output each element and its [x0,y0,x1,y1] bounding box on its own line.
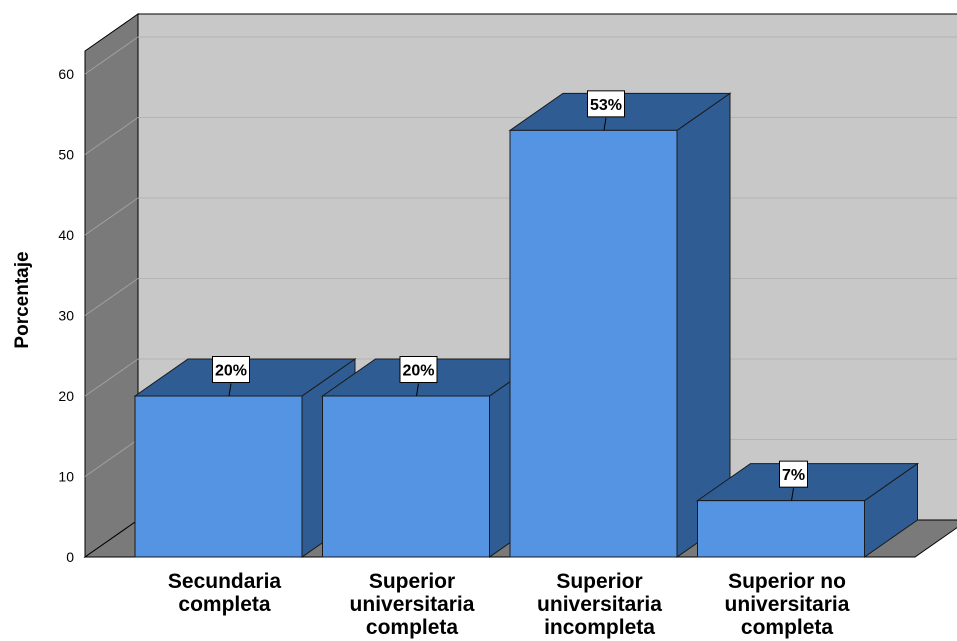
x-tick-label: Superior universitaria incompleta [537,570,662,639]
gridline-side [84,278,139,316]
data-label: 7% [782,467,805,484]
data-label: 20% [215,363,247,380]
gridline-side [84,117,139,155]
gridline-side [84,36,139,75]
gridline-side [84,358,139,397]
x-tick-label: Superior universitaria completa [350,570,475,639]
bars: 20% 20% 53% 7% [133,90,920,558]
y-tick-label: 30 [58,308,74,324]
y-axis-label: Porcentaje [12,251,33,348]
data-label-box [587,90,625,118]
y-tick-label: 0 [66,549,74,565]
plot-left-wall [84,13,139,558]
y-tick-label: 20 [58,388,74,404]
gridline-side [84,197,139,236]
data-label: 53% [590,97,622,114]
bar [509,129,678,558]
data-label-leader [416,383,419,397]
y-tick-label: 10 [58,469,74,485]
data-label-box [212,356,250,383]
y-axis-ticks: 0 10 20 30 40 50 60 [58,66,74,565]
x-tick-label: Secundaria completa [168,570,282,616]
data-label: 20% [402,363,434,380]
y-tick-label: 40 [58,227,74,243]
data-label-leader [603,117,607,131]
data-label-box [399,356,438,383]
y-tick-label: 50 [58,147,74,163]
data-label-leader [791,488,794,501]
x-axis-labels: Secundaria completa Superior universitaria c… [168,570,850,639]
data-label-leader [228,383,232,397]
data-label-box [779,460,808,488]
x-tick-label: Superior no universitaria completa [725,570,850,639]
y-tick-label: 60 [58,66,74,82]
bar [322,395,490,558]
bar [697,500,865,558]
bar [134,395,303,558]
gridline-side [84,439,139,477]
